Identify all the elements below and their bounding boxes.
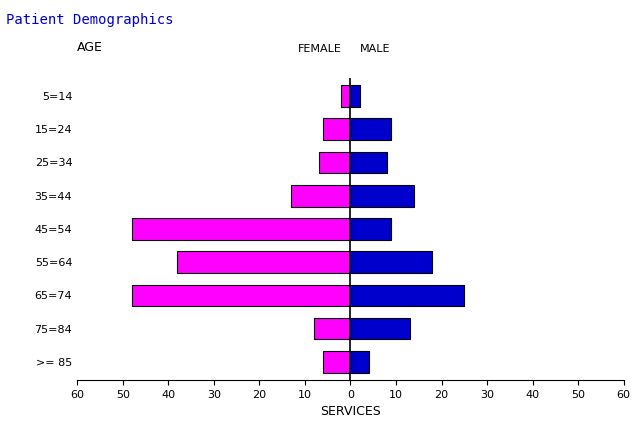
Bar <box>350 285 464 306</box>
Bar <box>350 185 414 206</box>
Text: Patient Demographics: Patient Demographics <box>6 13 174 27</box>
Bar <box>350 152 387 173</box>
Bar <box>314 318 350 340</box>
Text: AGE: AGE <box>77 41 103 54</box>
Bar <box>341 85 350 107</box>
Bar <box>350 218 392 240</box>
Bar <box>177 251 350 273</box>
Bar <box>323 118 350 140</box>
Bar <box>350 251 433 273</box>
Bar <box>350 351 368 373</box>
Bar <box>350 318 410 340</box>
Bar <box>350 85 359 107</box>
Bar <box>132 218 350 240</box>
Bar <box>318 152 350 173</box>
Text: FEMALE: FEMALE <box>298 44 341 54</box>
Bar <box>291 185 350 206</box>
Text: MALE: MALE <box>359 44 390 54</box>
Bar <box>132 285 350 306</box>
Bar <box>323 351 350 373</box>
X-axis label: SERVICES: SERVICES <box>320 406 381 419</box>
Bar <box>350 118 392 140</box>
